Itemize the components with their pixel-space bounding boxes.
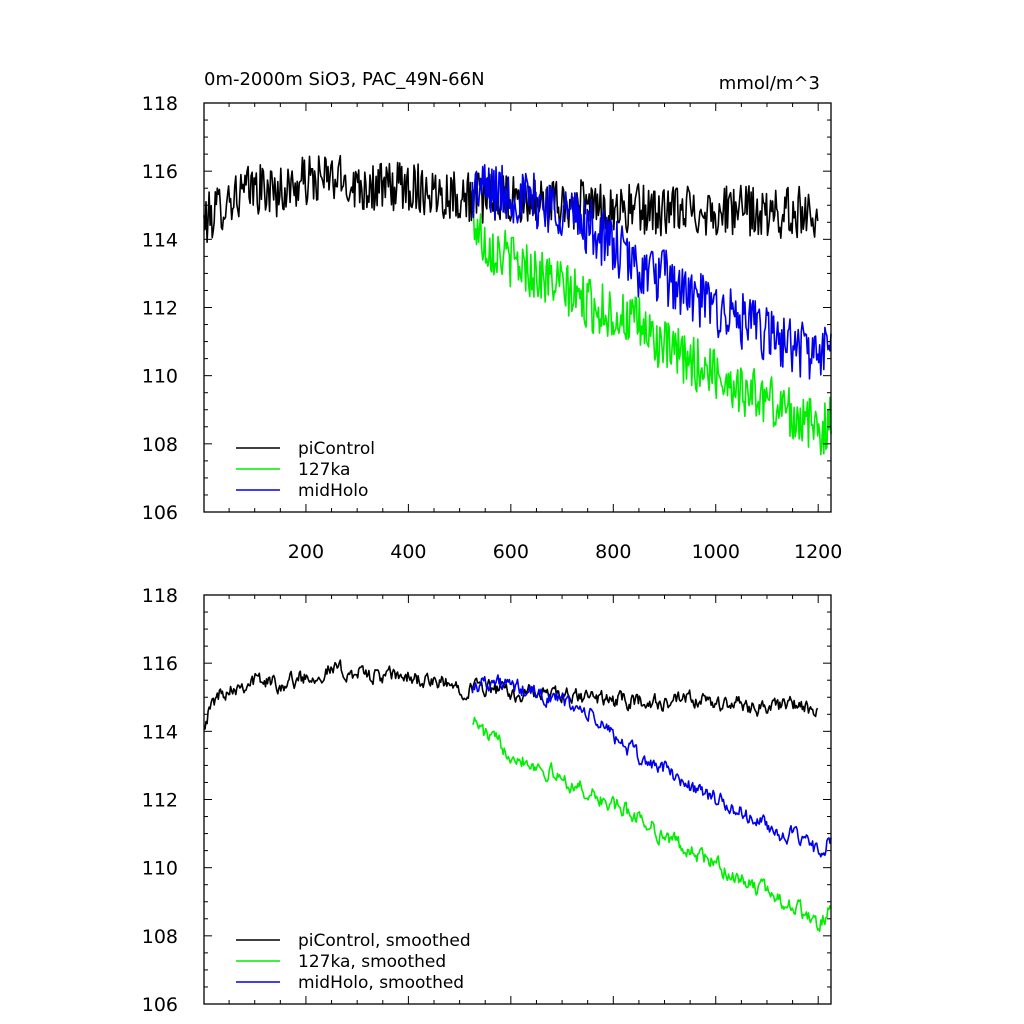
axes-layer: 106 108 110 112 114 116 118 — [142, 585, 831, 1016]
series-line-midholo-smoothed — [471, 674, 832, 858]
legend-label: 127ka, smoothed — [298, 952, 446, 972]
series-line-picontrol-smoothed — [203, 659, 819, 730]
y-tick-label: 118 — [142, 585, 178, 607]
x-tick-label: 200 — [288, 541, 324, 563]
y-tick-label: 108 — [142, 926, 178, 948]
legend-label: midHolo — [298, 481, 368, 501]
y-tick-label: 116 — [142, 653, 178, 675]
axes-layer: 106 108 110 112 114 116 118 200 400 600 800 1000 120… — [142, 93, 843, 563]
y-tick-label: 106 — [142, 502, 178, 524]
y-tick-label: 114 — [142, 229, 178, 251]
bottom-panel: 106 108 110 112 114 116 118 piControl, smoothe… — [142, 585, 832, 1016]
series-line-127ka — [472, 209, 832, 456]
y-tick-label: 108 — [142, 434, 178, 456]
x-tick-label: 1200 — [794, 541, 842, 563]
legend-label: piControl, smoothed — [298, 931, 471, 951]
legend-label: midHolo, smoothed — [298, 973, 464, 993]
y-tick-label: 110 — [142, 366, 178, 388]
x-tick-label: 800 — [595, 541, 631, 563]
y-tick-label: 110 — [142, 858, 178, 880]
series-line-picontrol — [203, 154, 819, 243]
series-line-midholo — [471, 164, 832, 380]
series-layer — [203, 659, 832, 933]
top-panel: 0m-2000m SiO3, PAC_49N-66N mmol/m^3 1061… — [142, 69, 843, 563]
y-tick-label: 112 — [142, 298, 178, 320]
y-tick-label: 118 — [142, 93, 178, 115]
y-tick-label: 106 — [142, 994, 178, 1016]
y-tick-label: 116 — [142, 161, 178, 183]
y-tick-label: 114 — [142, 721, 178, 743]
series-layer — [203, 154, 832, 456]
x-tick-label: 600 — [493, 541, 529, 563]
series-line-127ka-smoothed — [472, 716, 832, 933]
legend-label: piControl — [298, 439, 375, 459]
x-tick-label: 400 — [390, 541, 426, 563]
x-tick-label: 1000 — [692, 541, 740, 563]
chart-title: 0m-2000m SiO3, PAC_49N-66N — [204, 69, 485, 90]
units-label: mmol/m^3 — [719, 73, 820, 94]
y-tick-label: 112 — [142, 790, 178, 812]
legend-label: 127ka — [298, 460, 350, 480]
